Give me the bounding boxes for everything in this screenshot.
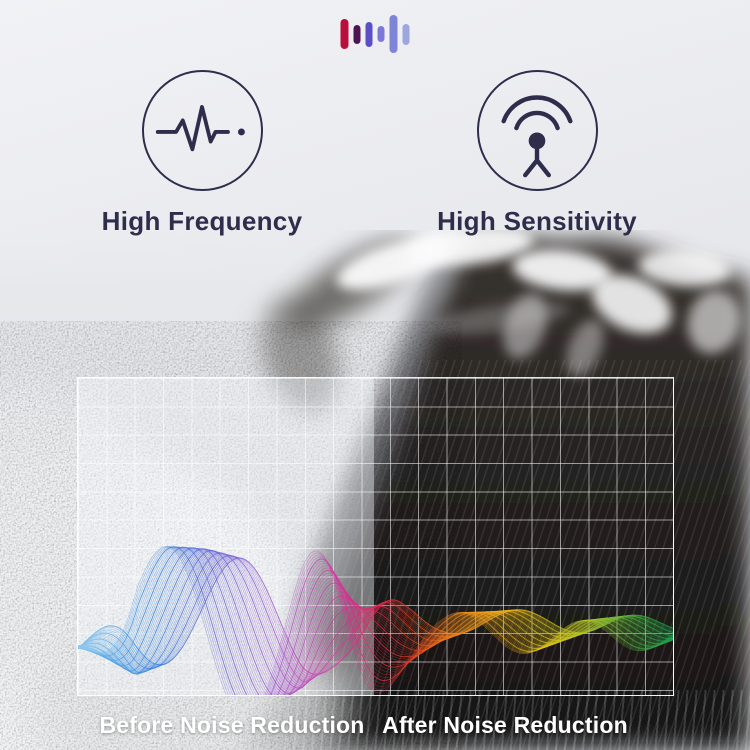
pulse-waveform-icon bbox=[155, 104, 245, 151]
logo-bar bbox=[365, 21, 373, 47]
waveform-line bbox=[78, 546, 673, 695]
noise-comparison-grid bbox=[77, 377, 674, 696]
frequency-badge-circle bbox=[141, 70, 263, 191]
waveform-line bbox=[78, 546, 673, 695]
feature-high-sensitivity: High Sensitivity bbox=[415, 70, 659, 237]
waveform-line bbox=[78, 547, 673, 695]
logo-bar bbox=[377, 26, 385, 42]
waveform-visualization bbox=[78, 546, 673, 695]
waveform-line bbox=[78, 553, 673, 687]
broadcast-antenna-icon bbox=[501, 94, 573, 177]
feature-high-frequency: High Frequency bbox=[80, 70, 324, 237]
waveform-line bbox=[78, 546, 673, 695]
waveform-line bbox=[78, 546, 673, 695]
waveform-line bbox=[78, 547, 673, 695]
logo-bar bbox=[389, 15, 398, 53]
waveform-line bbox=[78, 547, 673, 695]
waveform-line bbox=[78, 548, 673, 695]
logo-bar bbox=[340, 19, 349, 49]
before-noise-reduction-caption: Before Noise Reduction bbox=[99, 712, 365, 738]
logo-bar bbox=[402, 23, 410, 45]
sensitivity-badge-circle bbox=[476, 70, 598, 191]
crest-spray bbox=[336, 230, 741, 377]
waveform-line bbox=[78, 547, 673, 695]
waveform-line bbox=[78, 548, 673, 695]
equalizer-logo bbox=[340, 13, 410, 55]
waveform-line bbox=[78, 547, 673, 695]
high-sensitivity-label: High Sensitivity bbox=[437, 206, 637, 236]
after-noise-reduction-caption: After Noise Reduction bbox=[382, 712, 628, 738]
high-frequency-label: High Frequency bbox=[101, 206, 303, 236]
waveform-line bbox=[78, 546, 673, 695]
waveform-line bbox=[78, 548, 673, 695]
waveform-line bbox=[78, 548, 673, 695]
waveform-line bbox=[78, 547, 673, 695]
logo-bar bbox=[353, 24, 361, 44]
